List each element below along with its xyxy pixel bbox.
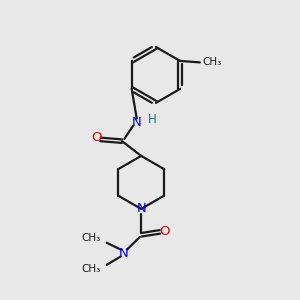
Text: O: O (91, 131, 102, 144)
Text: CH₃: CH₃ (82, 233, 101, 243)
Text: CH₃: CH₃ (203, 57, 222, 68)
Text: H: H (148, 113, 156, 126)
Text: O: O (160, 225, 170, 238)
Text: N: N (118, 247, 128, 260)
Text: CH₃: CH₃ (82, 264, 101, 274)
Text: N: N (136, 202, 146, 215)
Text: N: N (132, 116, 142, 128)
